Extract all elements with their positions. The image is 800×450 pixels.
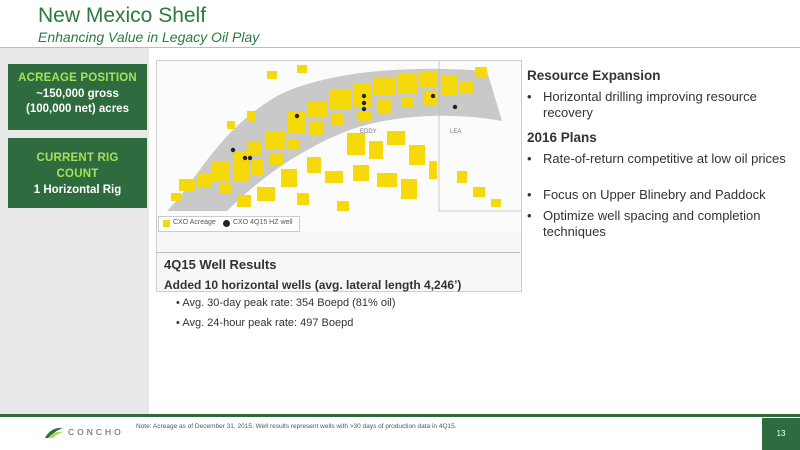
acreage-position-box: ACREAGE POSITION ~150,000 gross (100,000… (8, 64, 147, 130)
county-label-eddy: EDDY (360, 129, 377, 135)
footer-note: Note: Acreage as of December 31, 2015. W… (136, 423, 457, 430)
acreage-map: EDDY LEA (156, 60, 522, 292)
plans-2016-bullet-1: • Rate-of-return competitive at low oil p… (527, 151, 786, 166)
well-results-bullet-2: • Avg. 24-hour peak rate: 497 Boepd (176, 317, 354, 329)
resource-expansion-bullet-1-text: Horizontal drilling improving resource r… (543, 89, 757, 120)
page-number: 13 (762, 418, 800, 450)
shelf-trend-band (167, 68, 502, 211)
rig-heading-1: CURRENT RIG (36, 152, 119, 164)
well-results-bullet-1-text: Avg. 30-day peak rate: 354 Boepd (81% oi… (182, 297, 396, 309)
acreage-net: (100,000 net) acres (26, 103, 129, 115)
map-legend: CXO Acreage CXO 4Q15 HZ well (158, 216, 300, 232)
well-results-bullet-1: • Avg. 30-day peak rate: 354 Boepd (81% … (176, 297, 396, 309)
plans-2016-bullet-2-text: Focus on Upper Blinebry and Paddock (543, 187, 766, 202)
county-label-lea: LEA (450, 129, 461, 135)
page-title: New Mexico Shelf (38, 4, 207, 27)
legend-swatch-well (223, 220, 230, 227)
plans-2016-bullet-1-text: Rate-of-return competitive at low oil pr… (543, 151, 786, 166)
page-subtitle: Enhancing Value in Legacy Oil Play (38, 29, 260, 45)
legend-swatch-acreage (163, 220, 170, 227)
resource-expansion-bullet-1: • Horizontal drilling improving resource … (527, 89, 757, 120)
rig-count-box: CURRENT RIG COUNT 1 Horizontal Rig (8, 138, 147, 208)
plans-2016-bullet-3: • Optimize well spacing and completion te… (527, 208, 761, 239)
well-results-bullet-2-text: Avg. 24-hour peak rate: 497 Boepd (182, 317, 354, 329)
plans-2016-title: 2016 Plans (527, 130, 597, 145)
plans-2016-bullet-3-text: Optimize well spacing and completion tec… (543, 208, 761, 239)
concho-logo-text: CONCHO (68, 427, 124, 437)
well-results-summary: Added 10 horizontal wells (avg. lateral … (164, 278, 462, 292)
acreage-blocks (171, 65, 501, 211)
acreage-map-svg: EDDY LEA (157, 61, 521, 231)
plans-2016-bullet-2: • Focus on Upper Blinebry and Paddock (527, 187, 766, 202)
footer (0, 414, 800, 450)
rig-count-value: 1 Horizontal Rig (33, 184, 122, 196)
legend-label-acreage: CXO Acreage (173, 219, 216, 226)
title-divider (0, 47, 800, 48)
rig-heading-2: COUNT (56, 168, 99, 180)
acreage-gross: ~150,000 gross (36, 88, 119, 100)
concho-logo-icon (45, 427, 63, 438)
acreage-heading: ACREAGE POSITION (18, 72, 137, 84)
legend-label-well: CXO 4Q15 HZ well (233, 219, 293, 226)
resource-expansion-title: Resource Expansion (527, 68, 661, 83)
results-divider (156, 252, 520, 253)
footer-rule (0, 414, 800, 417)
well-results-title: 4Q15 Well Results (164, 257, 277, 272)
hz-well-markers (230, 93, 458, 161)
